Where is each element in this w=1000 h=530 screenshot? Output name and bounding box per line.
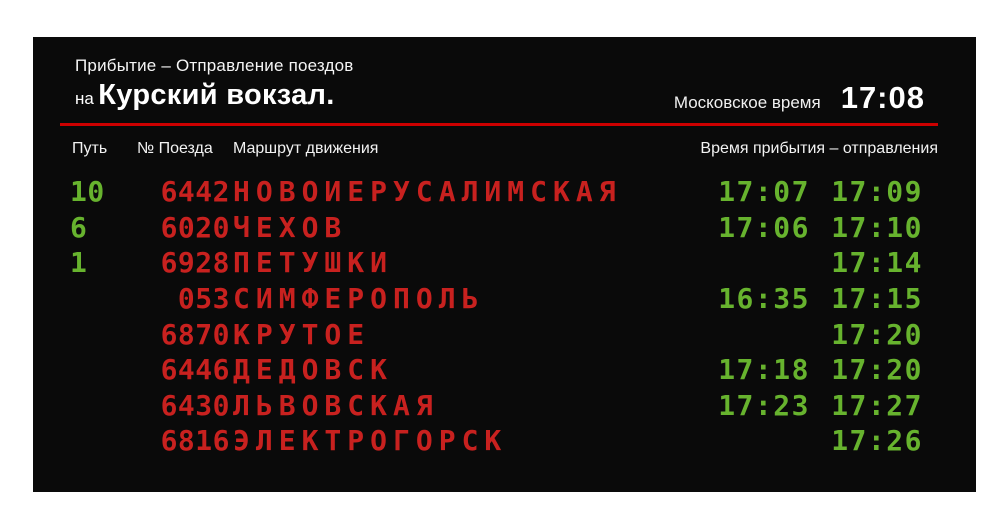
arrival-time: 17:07 <box>718 175 810 209</box>
arrival-time: 17:23 <box>718 388 810 422</box>
train-number: 6430 <box>160 388 230 422</box>
train-number: 053 <box>177 282 230 316</box>
clock-time: 17:08 <box>840 80 925 115</box>
table-row: 6 6020 ЧЕХОВ 17:06 17:10 <box>33 210 976 246</box>
departure-time: 17:09 <box>831 175 923 209</box>
departure-time: 17:10 <box>831 210 923 244</box>
column-header-track: Путь <box>72 140 108 157</box>
route-name: ПЕТУШКИ <box>233 246 394 280</box>
route-name: НОВОИЕРУСАЛИМСКАЯ <box>233 175 622 209</box>
route-name: ДЕДОВСК <box>233 353 394 387</box>
departure-time: 17:27 <box>831 388 923 422</box>
divider-line <box>60 123 938 126</box>
column-header-train: № Поезда <box>137 140 213 157</box>
train-number: 6442 <box>160 175 230 209</box>
route-name: КРУТОЕ <box>233 317 371 351</box>
track-number: 1 <box>70 246 88 280</box>
departure-time: 17:20 <box>831 317 923 351</box>
arrival-time: 17:06 <box>718 210 810 244</box>
station-name: Курский вокзал. <box>98 79 335 111</box>
train-number: 6870 <box>160 317 230 351</box>
train-number: 6928 <box>160 246 230 280</box>
route-name: ЧЕХОВ <box>233 210 348 244</box>
station-title: на Курский вокзал. <box>75 79 976 116</box>
arrival-time: 16:35 <box>718 282 810 316</box>
track-number: 6 <box>70 210 88 244</box>
route-name: ЭЛЕКТРОГОРСК <box>233 424 508 458</box>
table-row: 053 СИМФЕРОПОЛЬ 16:35 17:15 <box>33 281 976 317</box>
arrival-time: 17:18 <box>718 353 810 387</box>
column-header-route: Маршрут движения <box>233 140 379 157</box>
table-row: 6870 КРУТОЕ 17:20 <box>33 316 976 352</box>
clock-label: Московское время <box>673 93 821 112</box>
table-row: 6816 ЭЛЕКТРОГОРСК 17:26 <box>33 423 976 459</box>
track-number: 10 <box>70 175 105 209</box>
table-row: 1 6928 ПЕТУШКИ 17:14 <box>33 245 976 281</box>
table-row: 10 6442 НОВОИЕРУСАЛИМСКАЯ 17:07 17:09 <box>33 174 976 210</box>
departure-time: 17:14 <box>831 246 923 280</box>
departure-time: 17:20 <box>831 353 923 387</box>
train-number: 6816 <box>160 424 230 458</box>
station-prefix: на <box>75 89 94 108</box>
board-subtitle: Прибытие – Отправление поездов <box>75 56 354 75</box>
route-name: СИМФЕРОПОЛЬ <box>233 282 485 316</box>
route-name: ЛЬВОВСКАЯ <box>233 388 439 422</box>
moscow-clock: Московское время 17:08 <box>674 80 925 116</box>
board-header: Прибытие – Отправление поездов на Курски… <box>33 55 976 116</box>
schedule-rows: 10 6442 НОВОИЕРУСАЛИМСКАЯ 17:07 17:09 6 6020 ЧЕ… <box>33 174 976 459</box>
departure-time: 17:15 <box>831 282 923 316</box>
train-number: 6020 <box>160 210 230 244</box>
column-header-times: Время прибытия – отправления <box>700 140 938 157</box>
column-headers: Путь № Поезда Маршрут движения Время при… <box>33 140 976 160</box>
train-number: 6446 <box>160 353 230 387</box>
departure-time: 17:26 <box>831 424 923 458</box>
table-row: 6430 ЛЬВОВСКАЯ 17:23 17:27 <box>33 388 976 424</box>
departure-board: Прибытие – Отправление поездов на Курски… <box>33 37 976 492</box>
table-row: 6446 ДЕДОВСК 17:18 17:20 <box>33 352 976 388</box>
